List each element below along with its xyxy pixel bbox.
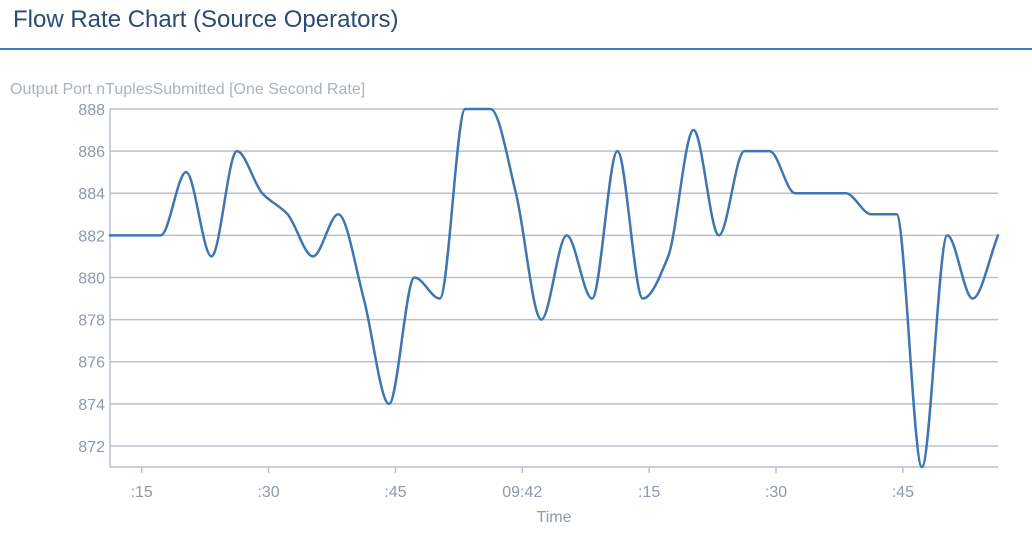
x-tick-label: 09:42 — [502, 484, 542, 501]
y-tick-label: 876 — [78, 355, 105, 372]
x-tick-label: :30 — [765, 484, 787, 501]
y-tick-label: 880 — [78, 270, 105, 287]
x-tick-label: :15 — [131, 484, 153, 501]
y-tick-label: 872 — [78, 439, 105, 456]
y-tick-label: 888 — [78, 102, 105, 119]
page-title: Flow Rate Chart (Source Operators) — [13, 6, 399, 33]
x-tick-label: :30 — [257, 484, 279, 501]
x-axis: :15 :30 :45 09:42 :15 :30 :45 — [109, 109, 998, 501]
y-tick-label: 884 — [78, 186, 105, 203]
chart-subtitle: Output Port nTuplesSubmitted [One Second… — [10, 81, 365, 98]
y-tick-label: 886 — [78, 144, 105, 161]
y-tick-label: 882 — [78, 228, 105, 245]
x-tick-label: :45 — [892, 484, 914, 501]
flow-rate-chart: Output Port nTuplesSubmitted [One Second… — [10, 81, 1000, 526]
x-tick-label: :15 — [638, 484, 660, 501]
x-tick-label: :45 — [384, 484, 406, 501]
y-tick-label: 878 — [78, 313, 105, 330]
series-line — [108, 107, 1000, 469]
y-tick-label: 874 — [78, 397, 105, 414]
x-axis-label: Time — [537, 509, 572, 526]
page-header: Flow Rate Chart (Source Operators) — [0, 0, 1032, 50]
y-axis: 872 874 876 878 880 882 884 886 888 — [78, 102, 105, 456]
